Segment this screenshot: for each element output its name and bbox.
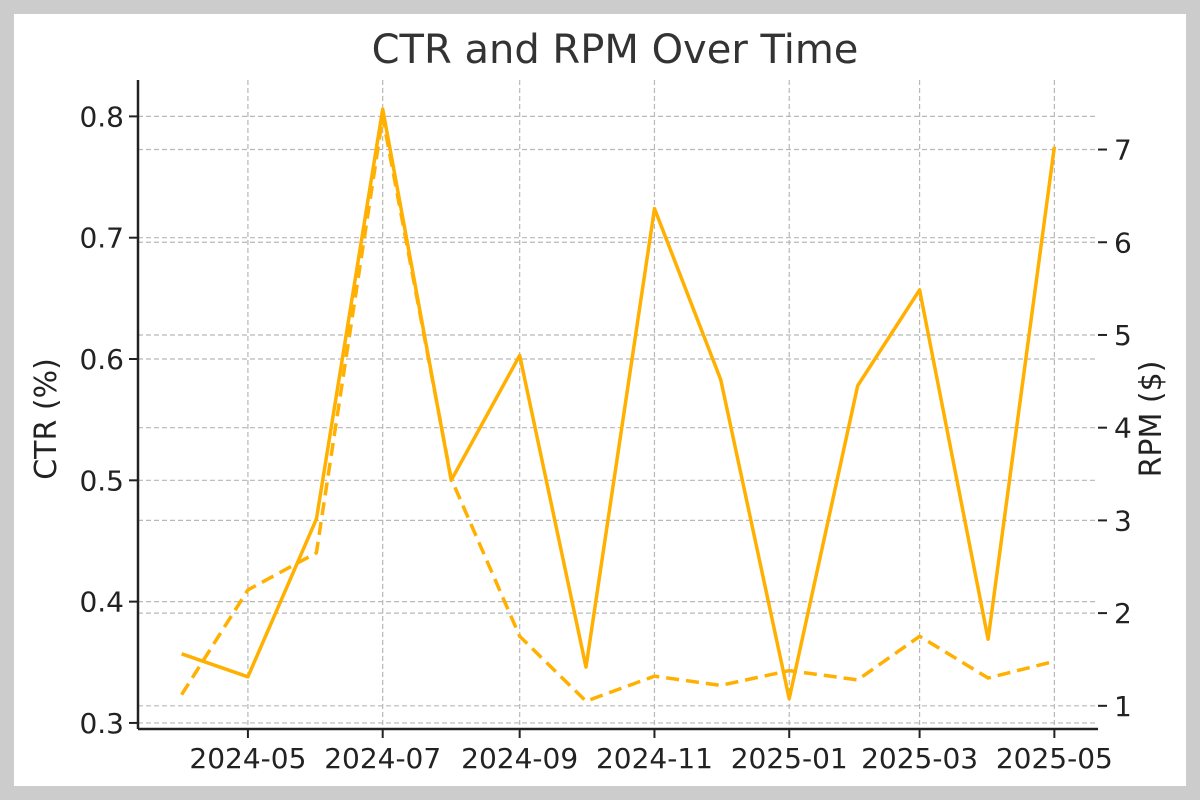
- x-tick-label: 2025-01: [731, 742, 848, 775]
- x-tick-label: 2024-05: [189, 742, 306, 775]
- rpm-tick-label: 3: [1114, 504, 1132, 537]
- x-tick-label: 2025-05: [996, 742, 1113, 775]
- ticks: 0.3 0.4 0.5 0.6 0.7 0.8 1 2 3 4 5 6 7 2024-05 2024-07 2…: [79, 100, 1131, 775]
- rpm-tick-label: 7: [1114, 134, 1132, 167]
- grid: [138, 80, 1098, 729]
- ctr-tick-label: 0.6: [79, 343, 124, 376]
- rpm-series-line: [180, 115, 1055, 703]
- series-layer: [180, 107, 1057, 703]
- chart-title: CTR and RPM Over Time: [372, 27, 859, 73]
- rpm-tick-label: 5: [1114, 319, 1132, 352]
- ctr-rpm-chart: 0.3 0.4 0.5 0.6 0.7 0.8 1 2 3 4 5 6 7 2024-05 2024-07 2…: [29, 27, 1169, 775]
- rpm-tick-label: 2: [1114, 597, 1132, 630]
- rpm-tick-label: 4: [1114, 412, 1132, 445]
- ctr-series-line: [181, 107, 1057, 701]
- right-axis-label: RPM ($): [1134, 361, 1169, 478]
- x-tick-label: 2024-09: [461, 742, 578, 775]
- chart-frame: 0.3 0.4 0.5 0.6 0.7 0.8 1 2 3 4 5 6 7 2024-05 2024-07 2…: [14, 14, 1186, 786]
- rpm-tick-label: 6: [1114, 226, 1132, 259]
- x-tick-label: 2024-11: [596, 742, 713, 775]
- ctr-tick-label: 0.8: [79, 100, 124, 133]
- ctr-tick-label: 0.3: [79, 707, 124, 740]
- x-tick-label: 2024-07: [324, 742, 441, 775]
- ctr-tick-label: 0.5: [79, 464, 124, 497]
- left-axis-label: CTR (%): [29, 358, 64, 480]
- axes: [136, 80, 1098, 731]
- x-tick-label: 2025-03: [861, 742, 978, 775]
- rpm-tick-label: 1: [1114, 690, 1132, 723]
- ctr-tick-label: 0.7: [79, 222, 124, 255]
- ctr-tick-label: 0.4: [79, 586, 124, 619]
